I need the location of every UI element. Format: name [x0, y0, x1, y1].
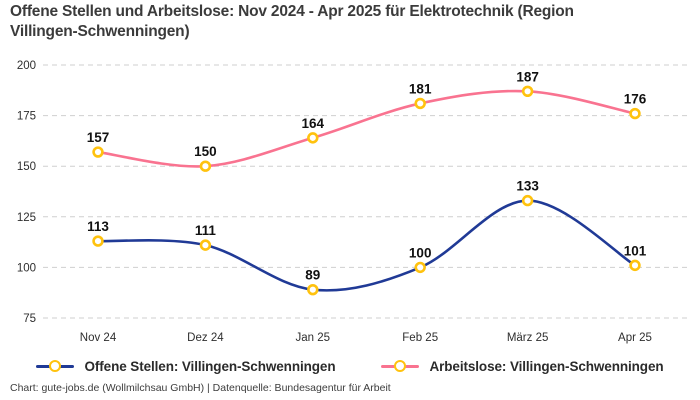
legend-label: Offene Stellen: Villingen-Schwenningen [84, 359, 336, 374]
y-tick-label: 200 [17, 60, 36, 72]
data-point-label: 101 [624, 243, 647, 258]
data-point-label: 100 [409, 245, 432, 260]
x-tick-label: Dez 24 [187, 332, 224, 344]
legend-line-marker-icon [36, 360, 75, 374]
x-tick-label: Nov 24 [80, 332, 117, 344]
chart-title: Offene Stellen und Arbeitslose: Nov 2024… [10, 3, 574, 41]
x-tick-label: Apr 25 [618, 332, 652, 344]
data-point-label: 150 [194, 144, 217, 159]
data-point-label: 181 [409, 81, 432, 96]
data-point-marker [629, 107, 641, 120]
y-tick-label: 100 [17, 262, 36, 274]
chart-attribution: Chart: gute-jobs.de (Wollmilchsau GmbH) … [10, 382, 391, 394]
data-point-marker [307, 132, 319, 144]
legend-item: Arbeitslose: Villingen-Schwenningen [381, 359, 664, 374]
data-point-marker [307, 283, 319, 296]
data-point-label: 187 [516, 69, 539, 84]
data-point-marker [629, 259, 641, 272]
y-tick-label: 75 [23, 313, 36, 325]
legend-item: Offene Stellen: Villingen-Schwenningen [36, 359, 336, 374]
data-point-label: 164 [302, 116, 325, 131]
data-point-label: 89 [305, 268, 320, 283]
x-tick-label: Feb 25 [402, 332, 438, 344]
legend-label: Arbeitslose: Villingen-Schwenningen [429, 359, 664, 374]
y-tick-label: 125 [17, 212, 36, 224]
data-point-marker [414, 261, 426, 274]
x-tick-label: März 25 [507, 332, 549, 344]
data-point-label: 113 [87, 219, 109, 234]
series-line [96, 89, 637, 168]
data-point-label: 176 [624, 92, 647, 107]
data-point-marker [521, 85, 534, 98]
data-point-marker [92, 235, 104, 247]
x-tick-label: Jan 25 [296, 332, 331, 344]
series-line [96, 199, 637, 292]
y-tick-label: 175 [17, 111, 36, 123]
data-point-marker [521, 194, 534, 207]
data-point-marker [92, 146, 104, 158]
chart-legend: Offene Stellen: Villingen-Schwenningen Ar… [0, 359, 700, 374]
data-point-marker [199, 239, 212, 251]
legend-line-marker-icon [381, 360, 420, 374]
data-point-label: 111 [195, 223, 217, 238]
data-point-marker [414, 97, 426, 110]
line-chart-plot: 75 100 125 150 175 200 Nov 24 Dez 24 Jan 25 Feb 2… [17, 60, 690, 344]
y-tick-label: 150 [17, 161, 36, 173]
data-point-marker [199, 160, 212, 172]
data-point-label: 157 [87, 130, 110, 145]
data-point-label: 133 [516, 179, 539, 194]
